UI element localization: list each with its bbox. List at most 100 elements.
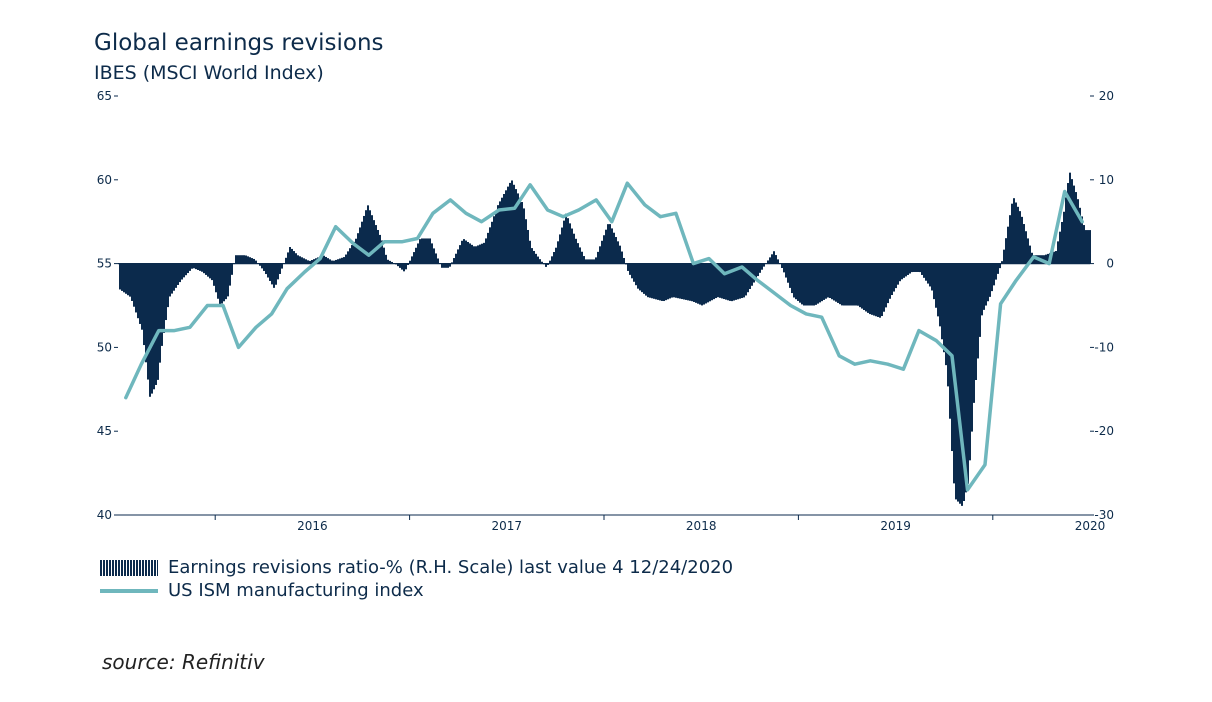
earnings-revisions-bar — [635, 263, 637, 286]
earnings-revisions-bar — [211, 263, 213, 281]
earnings-revisions-bar — [295, 253, 297, 264]
earnings-revisions-bar — [559, 234, 561, 264]
earnings-revisions-bar — [617, 241, 619, 264]
earnings-revisions-bar — [1023, 224, 1025, 264]
earnings-revisions-bar — [977, 263, 979, 359]
earnings-revisions-bar — [783, 263, 785, 273]
legend-label-ism: US ISM manufacturing index — [168, 580, 424, 601]
earnings-revisions-bar — [225, 263, 227, 300]
earnings-revisions-bar — [835, 263, 837, 302]
earnings-revisions-bar — [775, 255, 777, 264]
earnings-revisions-bar — [1077, 199, 1079, 264]
earnings-revisions-bar — [815, 263, 817, 305]
earnings-revisions-bar — [661, 263, 663, 301]
earnings-revisions-bar — [259, 263, 261, 266]
right-tick-label: 0 — [1106, 257, 1114, 271]
earnings-revisions-bar — [777, 259, 779, 264]
earnings-revisions-bar — [347, 251, 349, 264]
earnings-revisions-bar — [381, 240, 383, 264]
ism-line — [124, 181, 1084, 492]
earnings-revisions-bar — [145, 263, 147, 363]
earnings-revisions-bar — [387, 259, 389, 264]
earnings-revisions-bar — [567, 218, 569, 264]
earnings-revisions-bar — [833, 263, 835, 301]
earnings-revisions-bar — [813, 263, 815, 306]
earnings-revisions-bar — [871, 263, 873, 315]
earnings-revisions-bar — [241, 255, 243, 264]
earnings-revisions-bar — [415, 247, 417, 264]
earnings-revisions-bar — [305, 259, 307, 264]
earnings-revisions-bar — [501, 197, 503, 264]
earnings-revisions-bar — [275, 263, 277, 285]
earnings-revisions-bar — [529, 240, 531, 264]
earnings-revisions-bar — [363, 215, 365, 264]
earnings-revisions-bar — [1009, 215, 1011, 264]
earnings-revisions-bar — [231, 263, 233, 275]
earnings-revisions-bar — [573, 233, 575, 264]
earnings-revisions-bar — [221, 263, 223, 304]
earnings-revisions-bar — [173, 263, 175, 291]
earnings-revisions-bar — [503, 194, 505, 264]
earnings-revisions-bar — [947, 263, 949, 387]
earnings-revisions-bar — [137, 263, 139, 319]
earnings-revisions-bar — [195, 263, 197, 270]
earnings-revisions-bar — [359, 227, 361, 264]
earnings-revisions-bar — [293, 251, 295, 264]
earnings-revisions-bar — [539, 259, 541, 264]
earnings-revisions-bar — [229, 263, 231, 286]
earnings-revisions-bar — [907, 263, 909, 275]
earnings-revisions-bar — [667, 263, 669, 300]
earnings-revisions-bar — [1027, 238, 1029, 264]
left-tick-label: 60 — [97, 173, 112, 187]
earnings-revisions-bar — [179, 263, 181, 283]
earnings-revisions-bar — [589, 259, 591, 264]
earnings-revisions-bar — [1025, 231, 1027, 264]
earnings-revisions-bar — [1067, 183, 1069, 264]
earnings-revisions-bar — [355, 238, 357, 264]
earnings-revisions-bar — [987, 263, 989, 302]
earnings-revisions-bar — [943, 263, 945, 353]
earnings-revisions-bar — [215, 263, 217, 293]
earnings-revisions-bar — [131, 263, 133, 301]
earnings-revisions-bar — [577, 243, 579, 264]
earnings-revisions-bar — [903, 263, 905, 278]
earnings-revisions-bar — [541, 261, 543, 264]
legend: Earnings revisions ratio-% (R.H. Scale) … — [100, 556, 733, 602]
source-note: source: Refinitiv — [102, 650, 265, 674]
earnings-revisions-bar — [821, 263, 823, 302]
earnings-revisions-bar — [935, 263, 937, 308]
earnings-revisions-bar — [727, 263, 729, 301]
earnings-revisions-bar — [461, 240, 463, 264]
earnings-revisions-bar — [331, 260, 333, 264]
earnings-revisions-bar — [857, 263, 859, 306]
earnings-revisions-bar — [493, 216, 495, 264]
earnings-revisions-bar — [709, 263, 711, 302]
earnings-revisions-bar — [279, 263, 281, 274]
earnings-revisions-bar — [427, 238, 429, 264]
earnings-revisions-bar — [459, 245, 461, 264]
earnings-revisions-bar — [665, 263, 667, 301]
earnings-revisions-bar — [163, 263, 165, 333]
earnings-revisions-bar — [649, 263, 651, 298]
earnings-revisions-bar — [939, 263, 941, 327]
earnings-revisions-bar — [601, 240, 603, 264]
earnings-revisions-bar — [495, 210, 497, 264]
earnings-revisions-bar — [767, 260, 769, 264]
earnings-revisions-bar — [721, 263, 723, 299]
earnings-revisions-bar — [565, 213, 567, 264]
earnings-revisions-bar — [663, 263, 665, 302]
earnings-revisions-bar — [809, 263, 811, 306]
earnings-revisions-bar — [499, 201, 501, 264]
earnings-revisions-bar — [637, 263, 639, 289]
earnings-revisions-bar — [509, 182, 511, 264]
earnings-revisions-bar — [161, 263, 163, 346]
earnings-revisions-bar — [841, 263, 843, 306]
earnings-revisions-bar — [537, 256, 539, 264]
earnings-revisions-bar — [863, 263, 865, 311]
earnings-revisions-bar — [613, 232, 615, 264]
earnings-revisions-bar — [1057, 241, 1059, 264]
earnings-revisions-bar — [513, 184, 515, 264]
earnings-revisions-bar — [245, 255, 247, 264]
earnings-revisions-bar — [449, 263, 451, 267]
